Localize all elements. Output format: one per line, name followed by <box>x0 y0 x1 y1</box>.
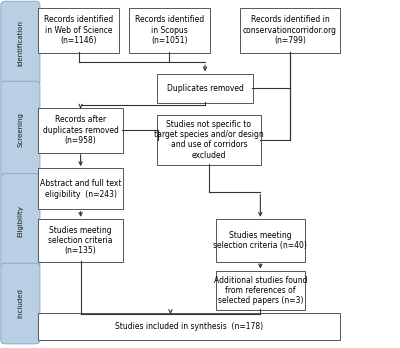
FancyBboxPatch shape <box>240 8 340 53</box>
FancyBboxPatch shape <box>216 271 304 310</box>
Text: Studies included in synthesis  (n=178): Studies included in synthesis (n=178) <box>115 322 263 331</box>
FancyBboxPatch shape <box>38 219 123 262</box>
FancyBboxPatch shape <box>1 174 40 268</box>
Text: Records after
duplicates removed
(n=958): Records after duplicates removed (n=958) <box>43 116 118 145</box>
Text: Identification: Identification <box>17 20 23 66</box>
FancyBboxPatch shape <box>129 8 210 53</box>
Text: Studies not specific to
target species and/or design
and use of corridors
exclud: Studies not specific to target species a… <box>154 120 264 160</box>
Text: Included: Included <box>17 288 23 318</box>
Text: Additional studies found
from references of
selected papers (n=3): Additional studies found from references… <box>214 276 307 305</box>
Text: Screening: Screening <box>17 112 23 147</box>
FancyBboxPatch shape <box>38 168 123 209</box>
Text: Duplicates removed: Duplicates removed <box>166 84 244 93</box>
FancyBboxPatch shape <box>1 81 40 179</box>
Text: Studies meeting
selection criteria (n=40): Studies meeting selection criteria (n=40… <box>214 231 307 250</box>
Text: Records identified
in Web of Science
(n=1146): Records identified in Web of Science (n=… <box>44 15 113 45</box>
Text: Studies meeting
selection criteria
(n=135): Studies meeting selection criteria (n=13… <box>48 226 113 255</box>
FancyBboxPatch shape <box>1 1 40 85</box>
FancyBboxPatch shape <box>1 263 40 344</box>
Text: Records identified in
conservationcorridor.org
(n=799): Records identified in conservationcorrid… <box>243 15 337 45</box>
FancyBboxPatch shape <box>157 74 253 103</box>
Text: Eligibility: Eligibility <box>17 205 23 237</box>
FancyBboxPatch shape <box>38 313 340 340</box>
FancyBboxPatch shape <box>216 219 304 262</box>
FancyBboxPatch shape <box>38 8 119 53</box>
Text: Abstract and full text
eligibility  (n=243): Abstract and full text eligibility (n=24… <box>40 179 121 199</box>
FancyBboxPatch shape <box>38 108 123 152</box>
Text: Records identified
in Scopus
(n=1051): Records identified in Scopus (n=1051) <box>135 15 204 45</box>
FancyBboxPatch shape <box>157 115 261 165</box>
